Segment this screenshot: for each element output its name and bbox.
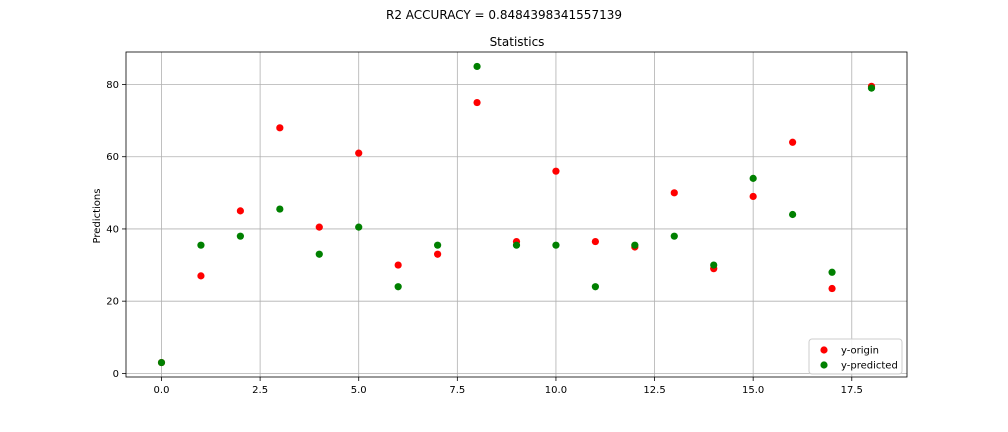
legend-marker <box>820 361 828 369</box>
x-tick-label: 5.0 <box>351 385 367 396</box>
y-predicted-point <box>749 174 757 182</box>
y-tick-label: 0 <box>113 369 119 380</box>
y-origin-point <box>749 192 757 201</box>
axes-frame <box>125 51 908 378</box>
y-origin-point <box>789 138 797 146</box>
y-origin-point <box>394 261 402 269</box>
y-predicted-point <box>710 261 718 269</box>
x-tick-label: 15.0 <box>742 385 764 396</box>
y-predicted-point <box>394 283 402 291</box>
y-tick-label: 60 <box>106 152 119 163</box>
y-predicted-point <box>867 84 876 92</box>
legend-marker <box>820 346 828 354</box>
y-origin-point <box>355 149 363 157</box>
plot-area: 0.0 2.5 5.0 7.5 10.0 12.5 15.0 17.5 0 20 40 60 80 y-o… <box>106 51 908 396</box>
y-predicted-point <box>591 283 599 291</box>
y-tick-label: 20 <box>106 297 119 308</box>
y-predicted-point <box>276 205 284 213</box>
legend-box <box>808 338 903 375</box>
figure-suptitle: R2 ACCURACY = 0.8484398341557139 <box>386 8 622 22</box>
y-predicted-point <box>631 241 639 249</box>
legend-label: y-origin <box>841 346 879 357</box>
legend-label: y-predicted <box>841 361 898 372</box>
y-predicted-point <box>197 241 205 249</box>
x-tick-label: 10.0 <box>545 385 567 396</box>
y-predicted-point <box>434 241 442 249</box>
y-origin-point <box>236 207 244 215</box>
x-tick-label: 12.5 <box>643 385 665 396</box>
y-tick-label: 80 <box>106 80 119 91</box>
y-origin-point <box>473 98 481 107</box>
y-predicted-point <box>315 250 323 258</box>
y-predicted-point <box>473 62 481 71</box>
y-axis-label: Predictions <box>92 189 103 244</box>
y-predicted-point <box>670 232 678 240</box>
y-predicted-point <box>789 210 797 219</box>
y-origin-point <box>552 167 560 175</box>
y-predicted-point <box>157 358 166 367</box>
y-predicted-point <box>828 268 836 276</box>
y-tick-label: 40 <box>106 224 119 235</box>
y-predicted-point <box>512 241 521 249</box>
y-origin-point <box>828 284 836 293</box>
x-tick-label: 7.5 <box>449 385 465 396</box>
x-tick-label: 0.0 <box>154 385 170 396</box>
x-tick-label: 2.5 <box>252 385 268 396</box>
x-tick-label: 17.5 <box>841 385 863 396</box>
y-origin-point <box>434 250 442 258</box>
y-predicted-point <box>355 223 363 231</box>
y-origin-point <box>197 272 205 280</box>
chart-title: Statistics <box>490 35 545 49</box>
y-origin-point <box>670 189 678 197</box>
y-predicted-point <box>236 232 244 240</box>
y-origin-point <box>276 124 284 132</box>
y-origin-point <box>591 237 599 246</box>
y-origin-point <box>315 223 323 231</box>
y-predicted-point <box>552 241 560 249</box>
